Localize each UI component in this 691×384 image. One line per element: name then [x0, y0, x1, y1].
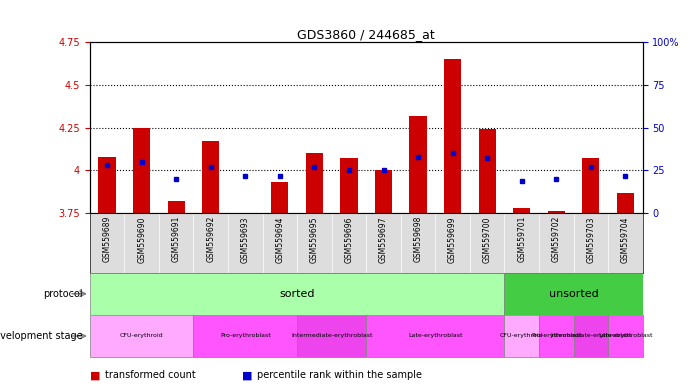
Text: GSM559696: GSM559696: [344, 216, 354, 263]
Text: GSM559689: GSM559689: [102, 216, 112, 263]
Text: GSM559695: GSM559695: [310, 216, 319, 263]
Bar: [513, 208, 530, 213]
Text: GSM559692: GSM559692: [206, 216, 216, 263]
Text: GSM559702: GSM559702: [551, 216, 561, 263]
Bar: [193, 315, 297, 357]
Bar: [478, 129, 495, 213]
Text: GSM559703: GSM559703: [586, 216, 596, 263]
Text: unsorted: unsorted: [549, 289, 598, 299]
Bar: [547, 212, 565, 213]
Text: CFU-erythroid: CFU-erythroid: [120, 333, 164, 339]
Bar: [202, 141, 219, 213]
Text: GSM559694: GSM559694: [275, 216, 285, 263]
Bar: [98, 157, 115, 213]
Text: development stage: development stage: [0, 331, 83, 341]
Bar: [504, 315, 539, 357]
Bar: [616, 193, 634, 213]
Text: Late-erythroblast: Late-erythroblast: [408, 333, 462, 339]
Text: Pro-erythroblast: Pro-erythroblast: [220, 333, 271, 339]
Bar: [504, 273, 643, 315]
Text: GSM559693: GSM559693: [240, 216, 250, 263]
Text: transformed count: transformed count: [105, 370, 196, 380]
Text: GSM559701: GSM559701: [517, 216, 527, 263]
Bar: [167, 201, 184, 213]
Text: GSM559700: GSM559700: [482, 216, 492, 263]
Text: percentile rank within the sample: percentile rank within the sample: [257, 370, 422, 380]
Bar: [574, 315, 608, 357]
Bar: [297, 315, 366, 357]
Text: GSM559691: GSM559691: [171, 216, 181, 263]
Text: Intermediate-erythroblast: Intermediate-erythroblast: [550, 333, 632, 339]
Bar: [539, 315, 574, 357]
Text: Late-erythroblast: Late-erythroblast: [598, 333, 652, 339]
Text: protocol: protocol: [44, 289, 83, 299]
Text: ■: ■: [90, 370, 100, 380]
Bar: [409, 116, 426, 213]
Text: GSM559698: GSM559698: [413, 216, 423, 263]
Text: GSM559690: GSM559690: [137, 216, 146, 263]
Bar: [90, 273, 504, 315]
Bar: [375, 170, 392, 213]
Text: GSM559697: GSM559697: [379, 216, 388, 263]
Text: ■: ■: [242, 370, 252, 380]
Text: sorted: sorted: [279, 289, 315, 299]
Text: Pro-erythroblast: Pro-erythroblast: [531, 333, 582, 339]
Bar: [582, 159, 599, 213]
Text: GSM559704: GSM559704: [621, 216, 630, 263]
Bar: [444, 59, 461, 213]
Text: CFU-erythroid: CFU-erythroid: [500, 333, 544, 339]
Title: GDS3860 / 244685_at: GDS3860 / 244685_at: [297, 28, 435, 41]
Text: GSM559699: GSM559699: [448, 216, 457, 263]
Text: Intermediate-erythroblast: Intermediate-erythroblast: [291, 333, 372, 339]
Bar: [90, 315, 193, 357]
Bar: [305, 153, 323, 213]
Bar: [608, 315, 643, 357]
Bar: [271, 182, 288, 213]
Bar: [340, 159, 358, 213]
Bar: [133, 127, 150, 213]
Bar: [366, 315, 504, 357]
